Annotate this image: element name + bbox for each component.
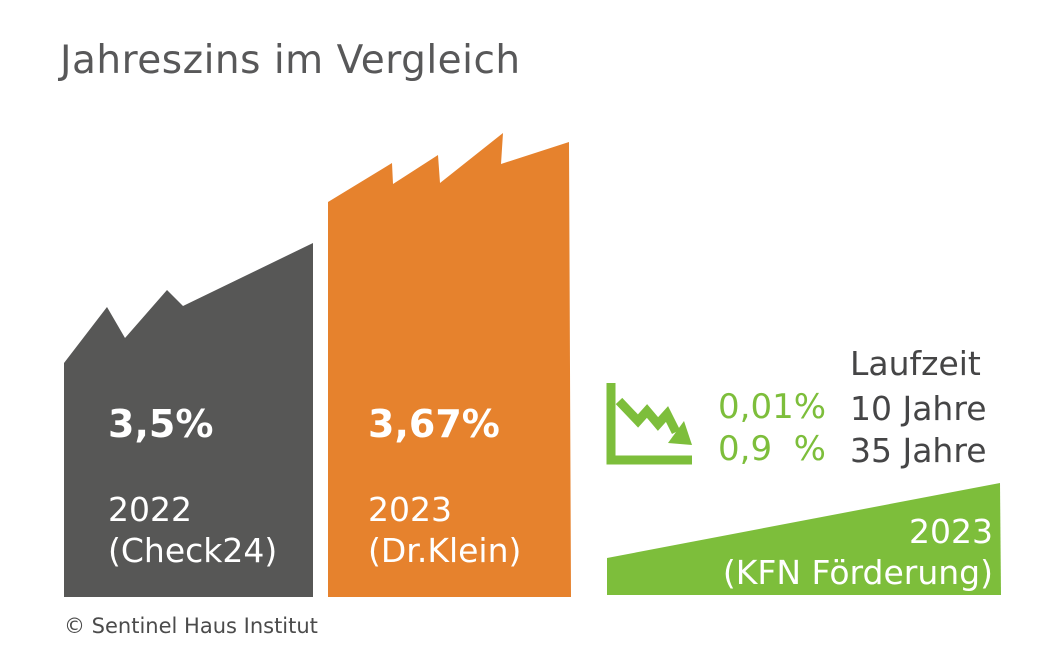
rate-term-35-jahre: 35 Jahre <box>850 431 987 470</box>
drklein-rate-value: 3,67% <box>368 402 500 446</box>
kfn-year: 2023 <box>909 512 993 551</box>
check24-rate-value: 3,5% <box>108 402 214 446</box>
rate-value-35-jahre: 0,9 % <box>718 429 826 469</box>
check24-source: (Check24) <box>108 531 278 570</box>
page-title: Jahreszins im Vergleich <box>60 38 521 83</box>
rate-term-10-jahre: 10 Jahre <box>850 389 987 428</box>
kfn-wedge-shape <box>607 483 1001 595</box>
check24-year: 2022 <box>108 490 192 529</box>
kfn-caption: 2023 (KFN Förderung) <box>723 511 993 593</box>
check24-caption: 2022 (Check24) <box>108 489 277 571</box>
drklein-bar-shape <box>328 133 571 597</box>
laufzeit-heading: Laufzeit <box>850 344 981 383</box>
copyright-note: © Sentinel Haus Institut <box>64 614 318 638</box>
declining-chart-icon <box>606 383 692 465</box>
drklein-caption: 2023 (Dr.Klein) <box>368 489 521 571</box>
rate-value-10-jahre: 0,01% <box>718 387 827 427</box>
drklein-source: (Dr.Klein) <box>368 531 522 570</box>
check24-bar-shape <box>64 243 313 597</box>
kfn-source: (KFN Förderung) <box>722 553 993 592</box>
rate-row-10-jahre: 0,01% 10 Jahre <box>718 387 1018 428</box>
drklein-year: 2023 <box>368 490 452 529</box>
rate-row-35-jahre: 0,9 % 35 Jahre <box>718 429 1018 470</box>
